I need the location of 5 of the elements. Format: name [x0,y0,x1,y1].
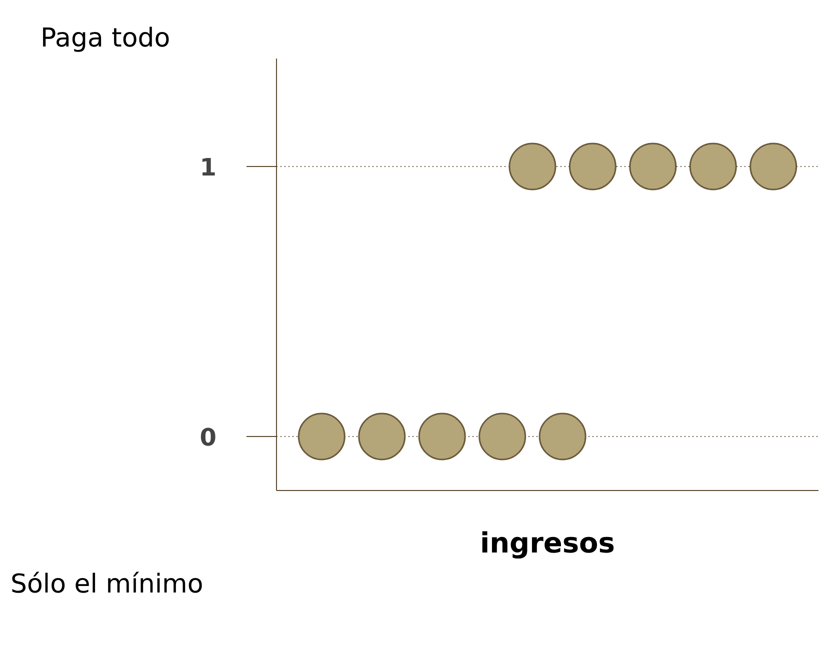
text: Sólo el mínimo [10,570,204,600]
y-tick-label: 0 [200,424,217,452]
text: Paga todo [40,24,170,54]
y-tick-label: 1 [200,154,217,182]
x-axis-title: ingresos [480,526,615,560]
